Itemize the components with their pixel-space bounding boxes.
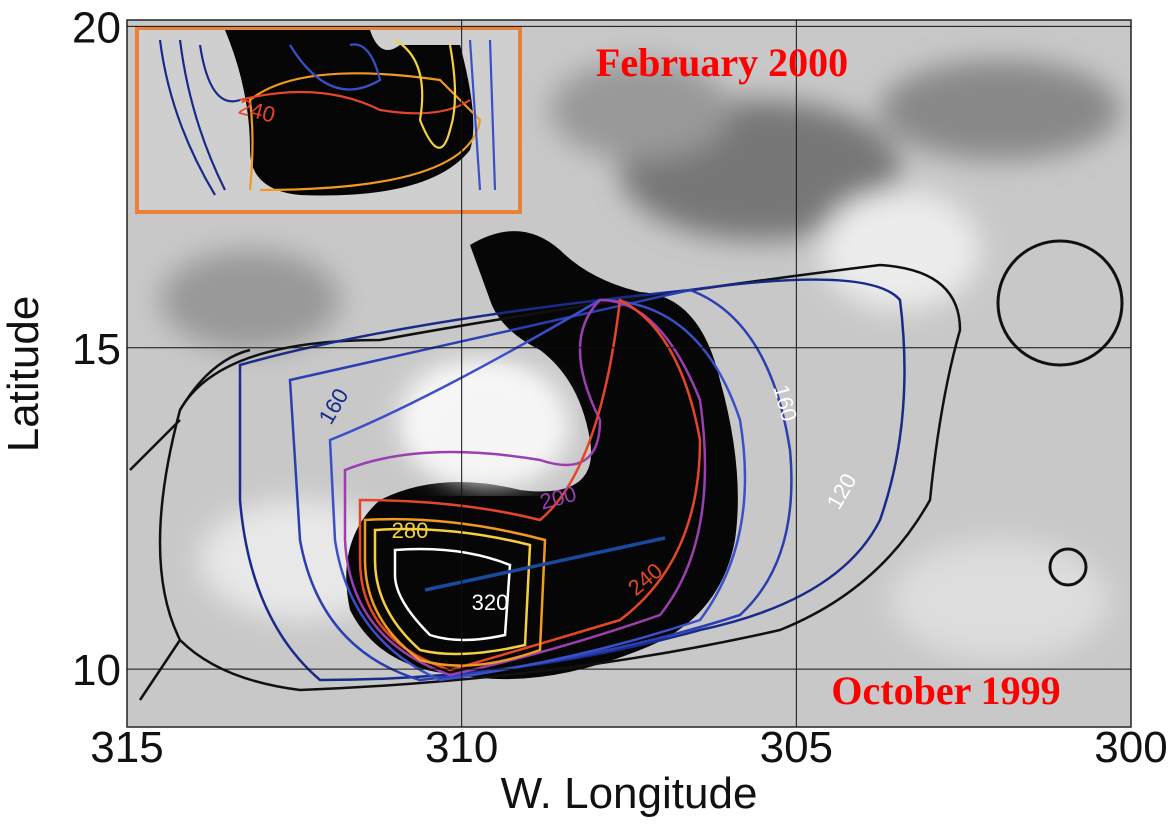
- marker-circle: [1048, 547, 1088, 587]
- y-tick-label: 10: [72, 646, 121, 695]
- x-tick-label: 300: [1094, 723, 1167, 772]
- dark-feature: [346, 231, 738, 680]
- plot-frame: [126, 19, 1132, 728]
- y-tick-label: 20: [72, 3, 121, 52]
- annotation: October 1999: [831, 668, 1060, 713]
- contour-label: 280: [392, 518, 429, 543]
- marker-circle: [996, 239, 1124, 367]
- y-axis-label: Latitude: [0, 296, 48, 453]
- contours: [129, 263, 962, 701]
- y-tick-label: 15: [72, 325, 121, 374]
- x-tick-label: 305: [760, 723, 833, 772]
- x-tick-label: 310: [425, 723, 498, 772]
- x-axis-label: W. Longitude: [501, 769, 758, 818]
- x-tick-label: 315: [90, 723, 163, 772]
- map-image: [127, 20, 1131, 727]
- inset: [135, 26, 522, 214]
- contour-label: 320: [472, 590, 509, 615]
- annotation: February 2000: [596, 40, 848, 85]
